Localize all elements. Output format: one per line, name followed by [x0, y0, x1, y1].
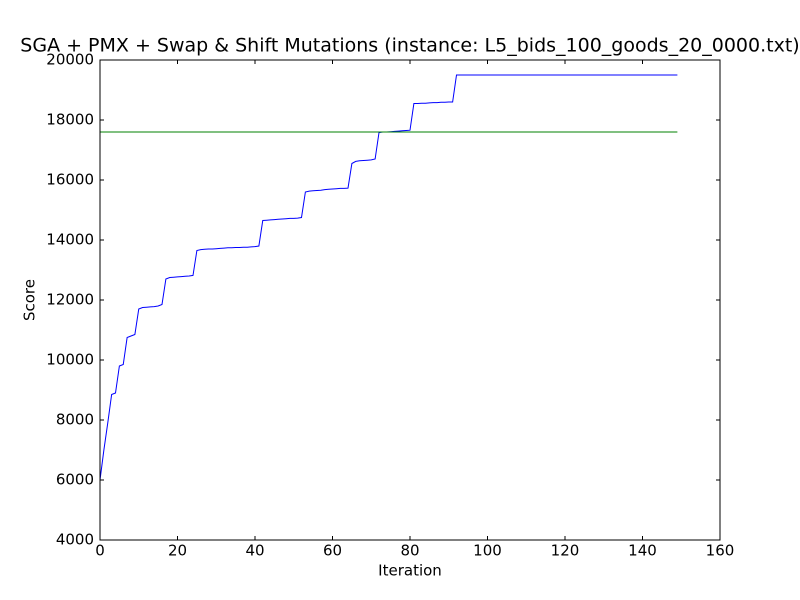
x-tick-label: 120 [551, 542, 580, 560]
y-tick-label: 18000 [46, 111, 94, 129]
x-tick-label: 80 [400, 542, 419, 560]
y-tick-label: 6000 [56, 471, 94, 489]
x-tick-label: 160 [706, 542, 735, 560]
chart-title: SGA + PMX + Swap & Shift Mutations (inst… [20, 35, 799, 57]
y-tick-label: 20000 [46, 51, 94, 69]
y-tick-label: 4000 [56, 531, 94, 549]
x-tick-label: 20 [168, 542, 187, 560]
x-tick-label: 140 [628, 542, 657, 560]
plot-frame [99, 59, 721, 541]
x-tick-label: 0 [95, 542, 105, 560]
x-tick-label: 40 [245, 542, 264, 560]
x-tick-label: 60 [323, 542, 342, 560]
y-tick-label: 8000 [56, 411, 94, 429]
y-axis-label: Score [21, 279, 39, 321]
y-tick-label: 16000 [46, 171, 94, 189]
y-tick-label: 10000 [46, 351, 94, 369]
x-tick-label: 100 [473, 542, 502, 560]
y-tick-label: 14000 [46, 231, 94, 249]
x-axis-label: Iteration [378, 562, 442, 580]
y-tick-label: 12000 [46, 291, 94, 309]
